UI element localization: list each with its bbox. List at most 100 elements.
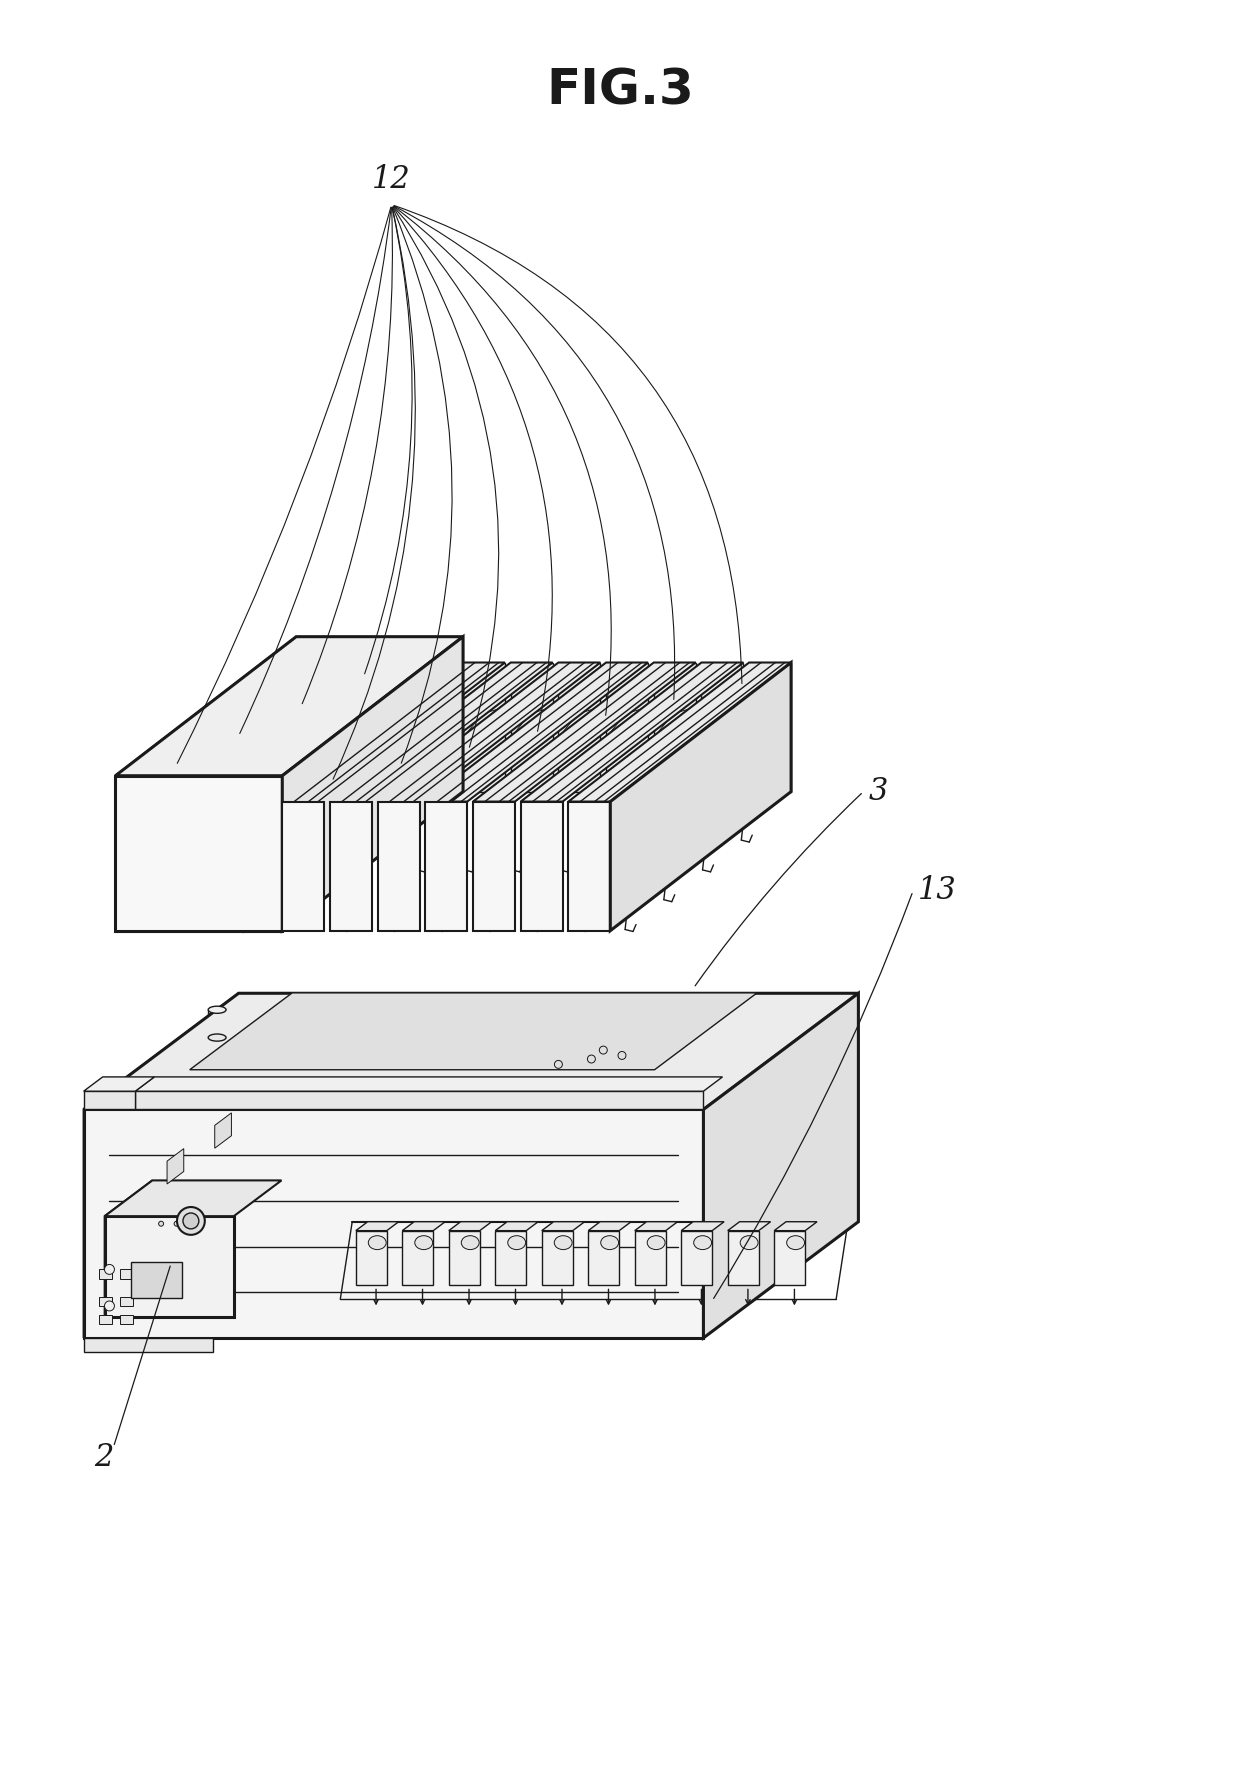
Polygon shape bbox=[104, 1217, 234, 1316]
Polygon shape bbox=[728, 1231, 759, 1286]
Polygon shape bbox=[588, 1222, 631, 1231]
Polygon shape bbox=[774, 1231, 805, 1286]
Circle shape bbox=[618, 1052, 626, 1059]
Polygon shape bbox=[402, 1231, 433, 1286]
Polygon shape bbox=[681, 1222, 724, 1231]
Polygon shape bbox=[99, 1270, 112, 1279]
Polygon shape bbox=[356, 1222, 399, 1231]
Polygon shape bbox=[425, 662, 649, 802]
Polygon shape bbox=[653, 662, 696, 792]
Ellipse shape bbox=[554, 1236, 572, 1250]
Polygon shape bbox=[495, 1231, 526, 1286]
Polygon shape bbox=[99, 1296, 112, 1305]
Polygon shape bbox=[283, 802, 324, 932]
Circle shape bbox=[104, 1264, 114, 1275]
Text: 12: 12 bbox=[372, 163, 410, 195]
Polygon shape bbox=[215, 1112, 232, 1148]
Polygon shape bbox=[542, 1222, 584, 1231]
Ellipse shape bbox=[415, 1236, 433, 1250]
Ellipse shape bbox=[368, 1236, 386, 1250]
Circle shape bbox=[174, 1222, 179, 1226]
Polygon shape bbox=[703, 994, 858, 1337]
Circle shape bbox=[588, 1056, 595, 1063]
Polygon shape bbox=[130, 1263, 182, 1298]
Text: 13: 13 bbox=[918, 875, 957, 907]
Polygon shape bbox=[330, 802, 372, 932]
Circle shape bbox=[104, 1302, 114, 1311]
Ellipse shape bbox=[208, 1006, 226, 1013]
Polygon shape bbox=[83, 994, 858, 1109]
Polygon shape bbox=[521, 802, 563, 932]
Polygon shape bbox=[83, 994, 238, 1337]
Polygon shape bbox=[83, 1222, 858, 1337]
Polygon shape bbox=[238, 994, 858, 1222]
Polygon shape bbox=[283, 638, 463, 932]
Circle shape bbox=[599, 1047, 608, 1054]
Polygon shape bbox=[463, 662, 505, 792]
Ellipse shape bbox=[208, 1034, 226, 1041]
Polygon shape bbox=[635, 1222, 677, 1231]
Polygon shape bbox=[153, 1181, 281, 1280]
Polygon shape bbox=[104, 1181, 281, 1217]
Polygon shape bbox=[402, 1222, 445, 1231]
Ellipse shape bbox=[740, 1236, 758, 1250]
Text: FIG.3: FIG.3 bbox=[546, 67, 694, 115]
Polygon shape bbox=[356, 1231, 387, 1286]
Polygon shape bbox=[99, 1316, 112, 1325]
Polygon shape bbox=[104, 1181, 153, 1316]
Polygon shape bbox=[83, 1337, 213, 1351]
Polygon shape bbox=[568, 662, 791, 802]
Polygon shape bbox=[449, 1231, 480, 1286]
Circle shape bbox=[190, 1222, 195, 1226]
Polygon shape bbox=[749, 662, 791, 792]
Circle shape bbox=[177, 1208, 205, 1234]
Polygon shape bbox=[472, 802, 515, 932]
Polygon shape bbox=[558, 662, 600, 792]
Polygon shape bbox=[521, 662, 744, 802]
Polygon shape bbox=[449, 1222, 492, 1231]
Polygon shape bbox=[283, 662, 505, 802]
Text: 3: 3 bbox=[868, 776, 888, 808]
Polygon shape bbox=[378, 662, 600, 802]
Polygon shape bbox=[728, 1222, 770, 1231]
Polygon shape bbox=[83, 1109, 703, 1337]
Polygon shape bbox=[330, 662, 553, 802]
Polygon shape bbox=[378, 802, 419, 932]
Polygon shape bbox=[472, 662, 696, 802]
Ellipse shape bbox=[461, 1236, 479, 1250]
Polygon shape bbox=[425, 802, 467, 932]
Polygon shape bbox=[511, 662, 553, 792]
Circle shape bbox=[554, 1061, 563, 1068]
Polygon shape bbox=[167, 1149, 184, 1185]
Polygon shape bbox=[495, 1222, 538, 1231]
Polygon shape bbox=[83, 1077, 154, 1091]
Polygon shape bbox=[135, 1091, 703, 1109]
Polygon shape bbox=[635, 1231, 666, 1286]
Polygon shape bbox=[135, 1077, 723, 1091]
Polygon shape bbox=[296, 638, 463, 792]
Polygon shape bbox=[568, 802, 610, 932]
Ellipse shape bbox=[600, 1236, 619, 1250]
Polygon shape bbox=[606, 662, 649, 792]
Polygon shape bbox=[83, 1091, 135, 1109]
Ellipse shape bbox=[647, 1236, 665, 1250]
Polygon shape bbox=[190, 994, 758, 1070]
Polygon shape bbox=[681, 1231, 712, 1286]
Circle shape bbox=[184, 1213, 198, 1229]
Polygon shape bbox=[774, 1222, 817, 1231]
Polygon shape bbox=[702, 662, 744, 792]
Ellipse shape bbox=[693, 1236, 712, 1250]
Polygon shape bbox=[120, 1270, 133, 1279]
Polygon shape bbox=[120, 1316, 133, 1325]
Polygon shape bbox=[115, 776, 283, 932]
Text: 2: 2 bbox=[94, 1442, 113, 1473]
Polygon shape bbox=[115, 638, 463, 776]
Polygon shape bbox=[120, 1296, 133, 1305]
Ellipse shape bbox=[507, 1236, 526, 1250]
Ellipse shape bbox=[786, 1236, 805, 1250]
Polygon shape bbox=[588, 1231, 619, 1286]
Polygon shape bbox=[542, 1231, 573, 1286]
Polygon shape bbox=[610, 662, 791, 932]
Polygon shape bbox=[115, 638, 296, 932]
Circle shape bbox=[159, 1222, 164, 1226]
